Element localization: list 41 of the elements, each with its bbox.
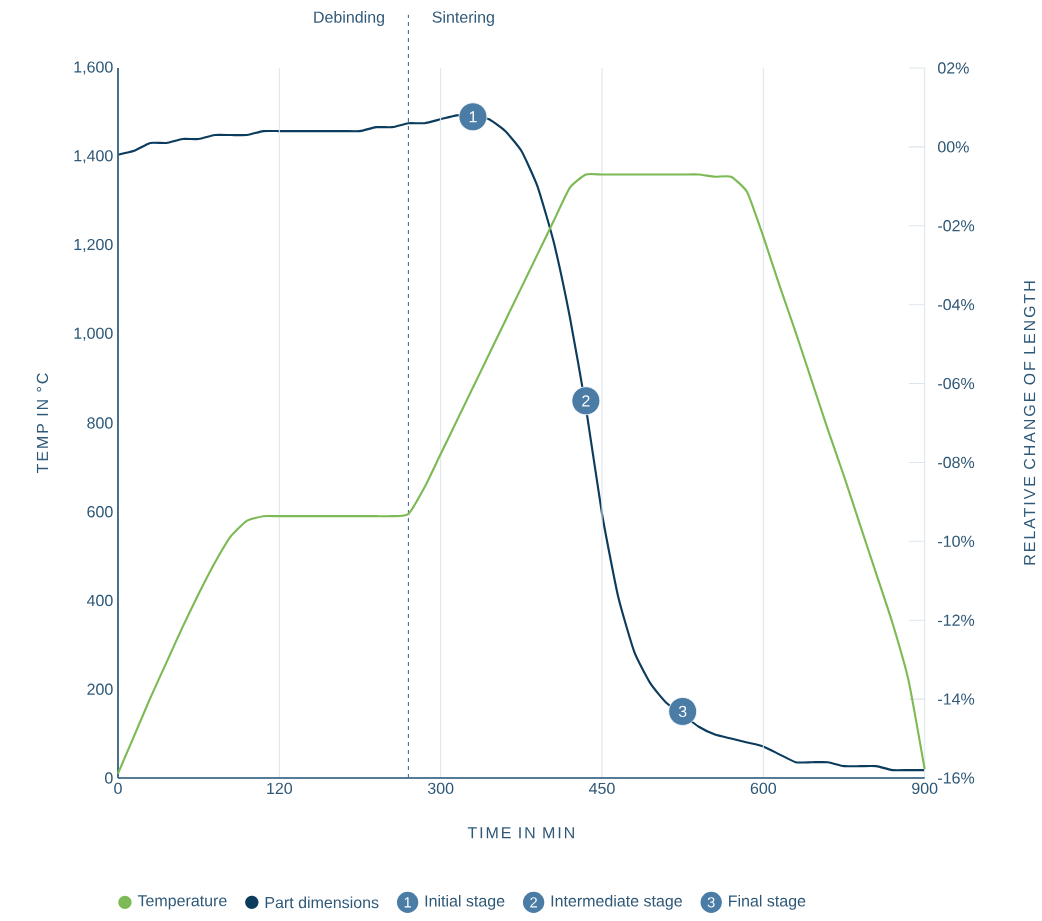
y-tick-label: 400 [86, 594, 113, 607]
x-tick-label: 300 [427, 782, 454, 795]
text: Sintering [432, 11, 494, 26]
y-tick-label: 1,600 [74, 61, 113, 75]
y2-tick-label: -04% [938, 299, 975, 311]
y2-tick-label: -14% [938, 693, 975, 705]
annotation: 1 [469, 111, 477, 123]
x-tick-label: 900 [912, 782, 938, 795]
annotation: 3 [678, 705, 687, 718]
text: 2 [530, 897, 537, 908]
y2-axis-title: RELATIVE CHANGE OF LENGTH [1023, 281, 1036, 565]
y-tick-label: 0 [105, 772, 113, 784]
y2-tick-label: -10% [938, 535, 975, 547]
legend-label: Intermediate stage [551, 894, 682, 910]
y-tick-label: 1,400 [74, 150, 113, 164]
y-axis-title: TEMP IN °C [36, 373, 49, 474]
y-tick-label: 200 [87, 683, 113, 695]
legend-label: Initial stage [425, 894, 505, 910]
x-axis-title: TIME IN MIN [467, 827, 574, 839]
y2-tick-label: -08% [938, 456, 975, 469]
legend-label: Part dimensions [265, 896, 379, 909]
x-tick-label: 450 [589, 782, 615, 795]
text: Debinding [314, 11, 384, 26]
text: 1 [404, 897, 411, 908]
y-tick-label: 600 [87, 506, 113, 518]
legend-label: Temperature [137, 895, 227, 910]
text: 3 [707, 897, 715, 908]
y2-tick-label: -06% [938, 377, 975, 390]
legend-label: Final stage [729, 894, 806, 910]
y2-tick-label: -12% [938, 614, 975, 626]
y2-tick-label: -02% [938, 220, 975, 232]
y2-tick-label: -16% [938, 772, 975, 784]
y-tick-label: 800 [87, 417, 113, 429]
x-tick-label: 120 [267, 782, 293, 795]
annotation: 2 [582, 395, 590, 407]
y-tick-label: 1,200 [74, 238, 113, 253]
x-tick-label: 0 [114, 782, 122, 795]
x-tick-label: 600 [750, 782, 777, 795]
y2-tick-label: 02% [938, 62, 969, 74]
y2-tick-label: 00% [938, 141, 969, 153]
y-tick-label: 1,000 [74, 327, 113, 341]
